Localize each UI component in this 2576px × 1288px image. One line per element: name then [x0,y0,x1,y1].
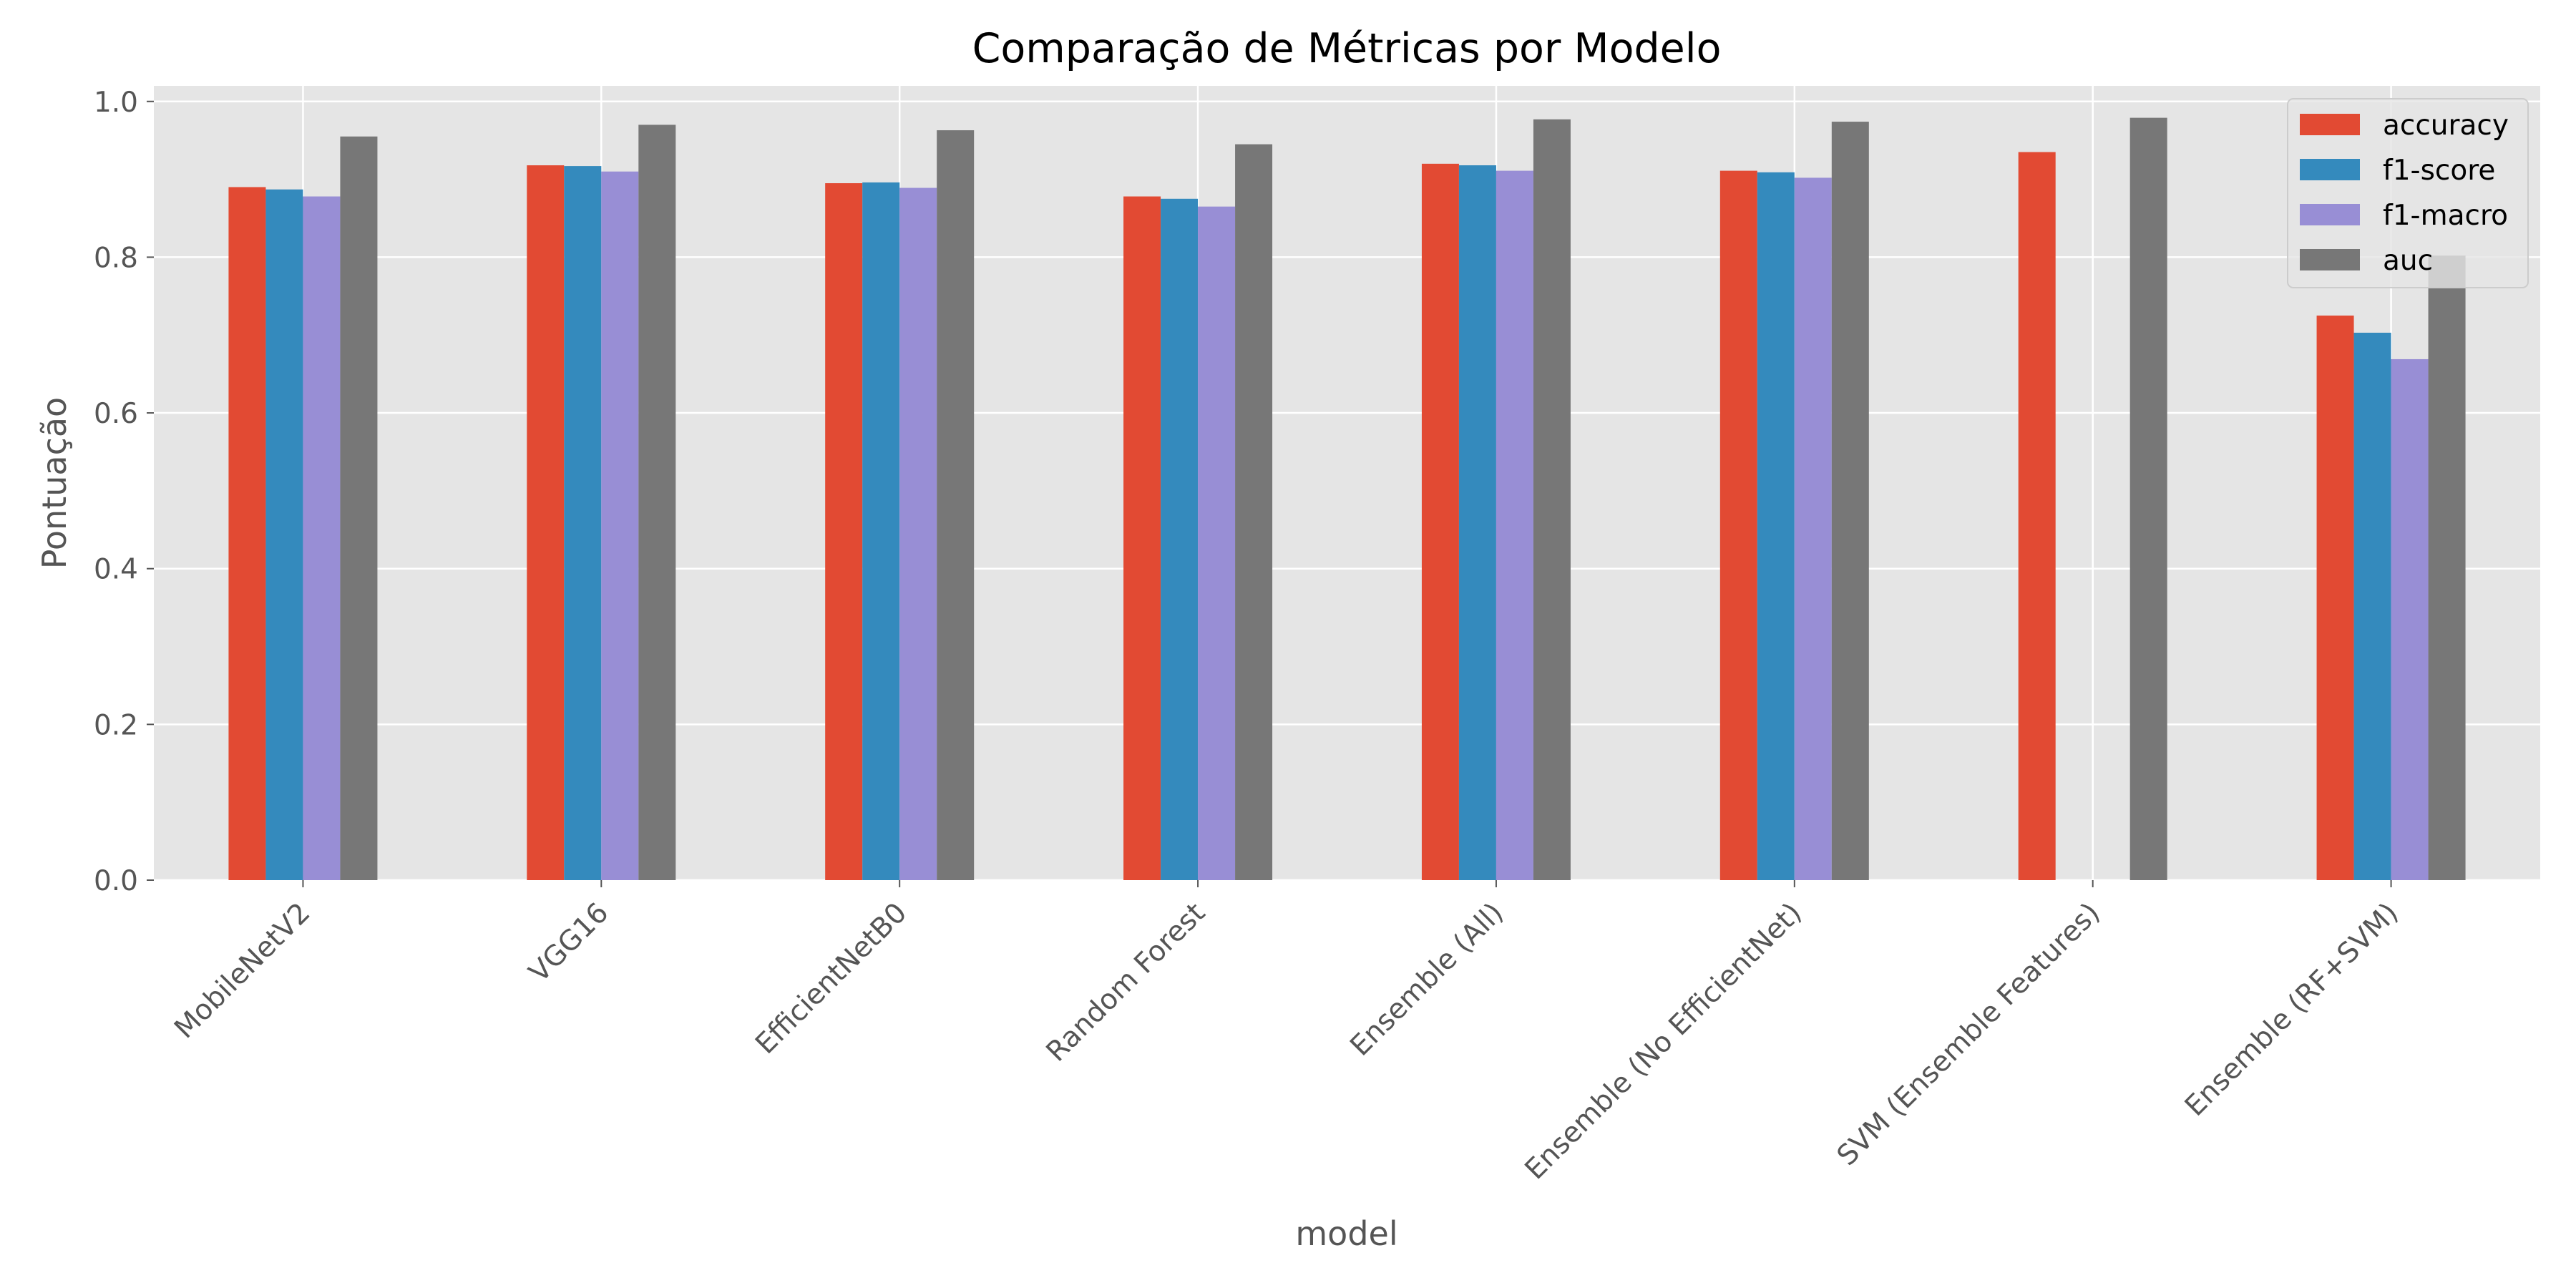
x-tick-label: EfficientNetB0 [749,897,913,1060]
bar-accuracy [228,187,266,880]
bar-accuracy [1719,170,1757,880]
bar-f1-score [564,166,602,880]
bar-f1-score [1757,172,1795,880]
bar-auc [1235,144,1273,880]
bar-accuracy [2018,152,2056,880]
bar-accuracy [2316,316,2354,880]
x-tick-label: Random Forest [1040,897,1211,1068]
bar-f1-macro [1496,170,1533,880]
legend-swatch-f1-score [2300,159,2360,180]
bar-f1-macro [1794,177,1832,881]
y-axis-ticks: 0.0 0.2 0.4 0.6 0.8 1.0 [94,87,154,897]
bar-f1-score [265,189,303,880]
legend-label: auc [2383,245,2433,277]
legend-swatch-auc [2300,249,2360,270]
bar-auc [340,136,378,880]
x-tick-label: Ensemble (RF+SVM) [2179,897,2405,1123]
x-tick-label: SVM (Ensemble Features) [1831,897,2107,1172]
bar-accuracy [825,183,863,880]
legend: accuracy f1-score f1-macro auc [2287,98,2529,288]
legend-label: accuracy [2383,109,2509,142]
bar-auc [2428,255,2466,880]
y-tick-label: 0.2 [94,709,138,741]
x-tick-label: VGG16 [523,897,615,989]
bar-auc [1533,119,1571,881]
y-axis-label: Pontuação [35,397,74,569]
bar-f1-macro [1198,206,1236,880]
bar-f1-score [1161,198,1199,880]
x-tick-label: MobileNetV2 [168,897,316,1045]
y-tick-label: 0.0 [94,865,138,897]
bar-accuracy [1421,163,1459,880]
x-axis-label: model [1295,1214,1397,1253]
legend-label: f1-macro [2383,200,2508,232]
legend-frame [2287,98,2529,288]
legend-label: f1-score [2383,155,2495,187]
y-tick-label: 0.6 [94,398,138,430]
legend-swatch-accuracy [2300,114,2360,135]
bar-auc [937,130,975,880]
legend-swatch-f1-macro [2300,204,2360,225]
y-tick-label: 1.0 [94,87,138,119]
y-tick-label: 0.4 [94,554,138,586]
bar-auc [638,125,676,881]
x-axis-ticks: MobileNetV2 VGG16 EfficientNetB0 Random For… [168,880,2405,1186]
bar-f1-score [1458,165,1496,880]
x-tick-label: Ensemble (All) [1344,897,1510,1063]
bar-f1-macro [2391,358,2429,880]
bars [228,117,2466,881]
bar-f1-macro [303,196,341,880]
plot-background [154,86,2540,880]
bar-f1-macro [899,187,937,880]
chart-title: Comparação de Métricas por Modelo [972,25,1722,72]
bar-accuracy [527,165,565,880]
y-tick-label: 0.8 [94,242,138,274]
bar-auc [2129,117,2167,880]
x-tick-label: Ensemble (No EfficientNet) [1519,897,1808,1186]
bar-f1-score [862,182,900,881]
bar-f1-macro [601,171,639,881]
bar-accuracy [1123,196,1161,880]
bar-auc [1831,122,1869,880]
bar-f1-score [2353,332,2391,880]
